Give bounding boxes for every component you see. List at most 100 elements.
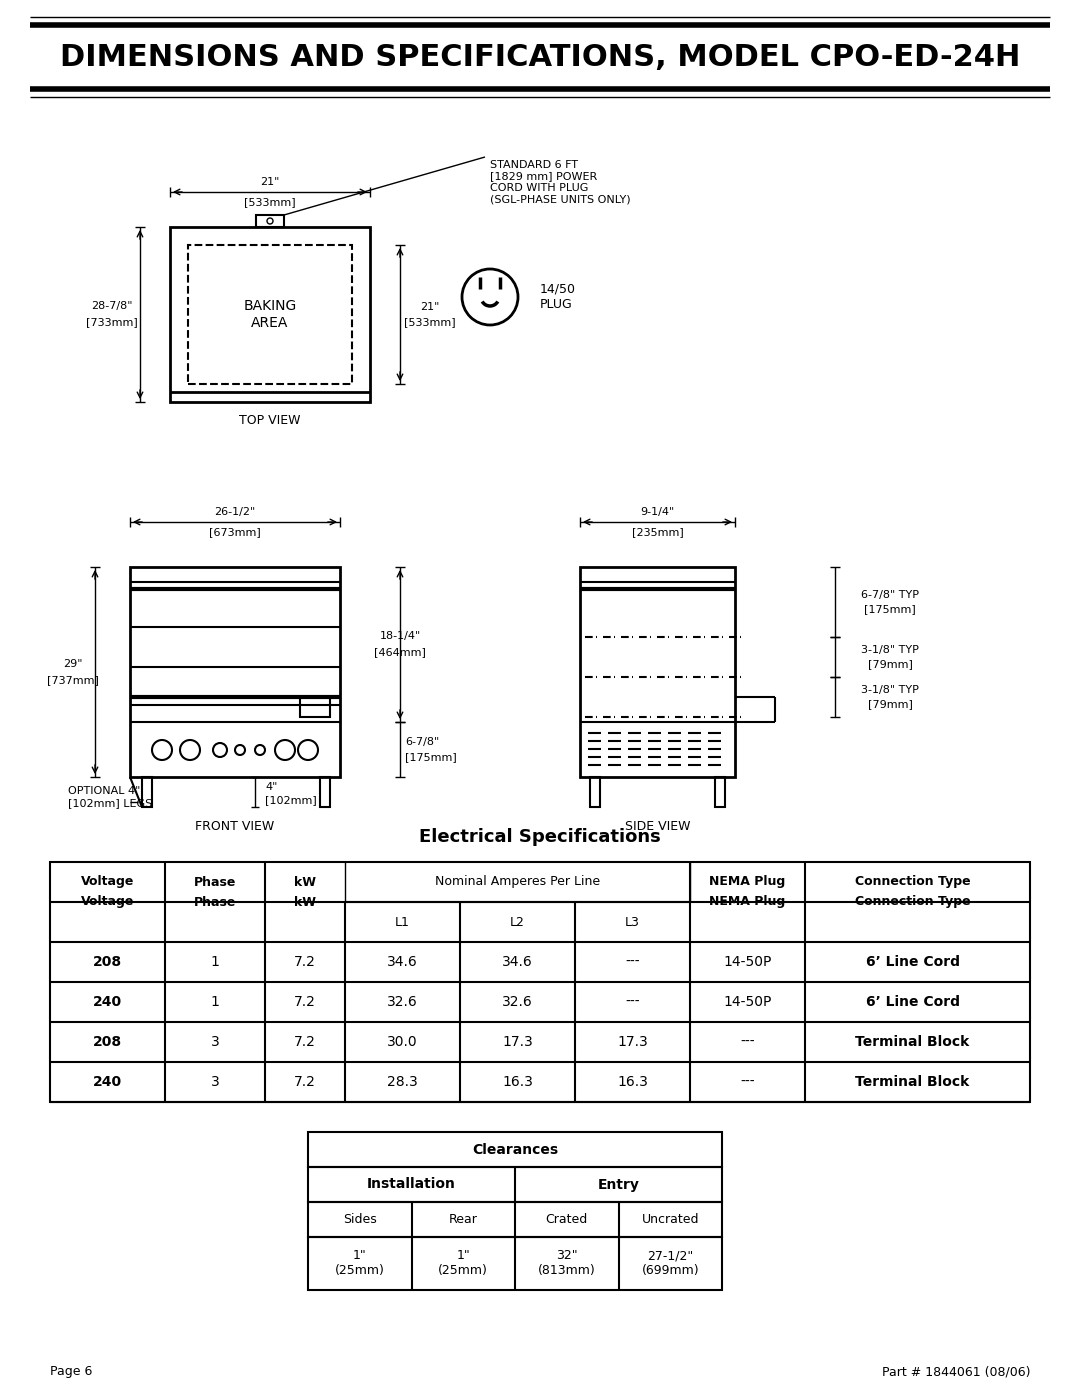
Text: 14-50P: 14-50P <box>724 995 772 1009</box>
Text: L3: L3 <box>625 915 640 929</box>
Text: Uncrated: Uncrated <box>642 1213 699 1227</box>
Text: [79mm]: [79mm] <box>867 698 913 710</box>
Bar <box>308 1132 723 1166</box>
Text: 16.3: 16.3 <box>502 1076 532 1090</box>
Bar <box>300 697 330 717</box>
Text: Entry: Entry <box>597 1178 639 1192</box>
Text: 34.6: 34.6 <box>502 956 532 970</box>
Text: [175mm]: [175mm] <box>864 604 916 615</box>
Bar <box>308 1236 723 1289</box>
Text: Connection Type: Connection Type <box>854 876 970 888</box>
Bar <box>580 567 735 777</box>
Text: L1: L1 <box>395 915 410 929</box>
Text: Sides: Sides <box>342 1213 377 1227</box>
Text: 7.2: 7.2 <box>294 956 316 970</box>
Text: Installation: Installation <box>367 1178 456 1192</box>
Text: NEMA Plug: NEMA Plug <box>710 895 785 908</box>
Text: Part # 1844061 (08/06): Part # 1844061 (08/06) <box>881 1365 1030 1379</box>
Text: FRONT VIEW: FRONT VIEW <box>195 820 274 834</box>
Text: 17.3: 17.3 <box>617 1035 648 1049</box>
Text: [79mm]: [79mm] <box>867 659 913 669</box>
Text: 3-1/8" TYP: 3-1/8" TYP <box>861 645 919 655</box>
Text: 18-1/4": 18-1/4" <box>379 631 420 641</box>
Text: Voltage: Voltage <box>81 876 134 888</box>
Text: 32"
(813mm): 32" (813mm) <box>538 1249 596 1277</box>
Text: 30.0: 30.0 <box>388 1035 418 1049</box>
Text: 3: 3 <box>211 1076 219 1090</box>
Text: 14/50: 14/50 <box>540 282 576 296</box>
Text: 27-1/2"
(699mm): 27-1/2" (699mm) <box>642 1249 699 1277</box>
Text: Rear: Rear <box>449 1213 477 1227</box>
Text: ---: --- <box>625 956 639 970</box>
Text: BAKING
AREA: BAKING AREA <box>243 299 297 330</box>
Text: 7.2: 7.2 <box>294 995 316 1009</box>
Text: 208: 208 <box>93 1035 122 1049</box>
Text: 14-50P: 14-50P <box>724 956 772 970</box>
Text: 34.6: 34.6 <box>387 956 418 970</box>
Text: [533mm]: [533mm] <box>404 317 456 327</box>
Text: Electrical Specifications: Electrical Specifications <box>419 828 661 847</box>
Text: STANDARD 6 FT
[1829 mm] POWER
CORD WITH PLUG
(SGL-PHASE UNITS ONLY): STANDARD 6 FT [1829 mm] POWER CORD WITH … <box>490 159 631 204</box>
Bar <box>590 777 600 807</box>
Text: 16.3: 16.3 <box>617 1076 648 1090</box>
Bar <box>188 244 352 384</box>
Text: 1: 1 <box>211 956 219 970</box>
Circle shape <box>213 743 227 757</box>
Text: ---: --- <box>740 1035 755 1049</box>
Circle shape <box>180 740 200 760</box>
Text: Page 6: Page 6 <box>50 1365 93 1379</box>
Text: NEMA Plug: NEMA Plug <box>710 876 785 888</box>
Circle shape <box>255 745 265 754</box>
Circle shape <box>298 740 318 760</box>
Text: Terminal Block: Terminal Block <box>855 1076 970 1090</box>
Text: 1"
(25mm): 1" (25mm) <box>335 1249 384 1277</box>
Text: [235mm]: [235mm] <box>632 527 684 536</box>
Bar <box>715 777 725 807</box>
Text: OPTIONAL 4"
[102mm] LEGS: OPTIONAL 4" [102mm] LEGS <box>68 787 152 807</box>
Text: [673mm]: [673mm] <box>210 527 261 536</box>
Circle shape <box>152 740 172 760</box>
Text: 208: 208 <box>93 956 122 970</box>
Text: Terminal Block: Terminal Block <box>855 1035 970 1049</box>
Text: 28-7/8": 28-7/8" <box>91 302 133 312</box>
Text: [733mm]: [733mm] <box>86 317 138 327</box>
Text: Connection Type: Connection Type <box>854 895 970 908</box>
Text: PLUG: PLUG <box>540 299 572 312</box>
Circle shape <box>275 740 295 760</box>
Text: [737mm]: [737mm] <box>48 675 99 685</box>
Text: [464mm]: [464mm] <box>374 647 426 658</box>
Text: 6’ Line Cord: 6’ Line Cord <box>865 995 959 1009</box>
Text: L2: L2 <box>510 915 525 929</box>
Text: ---: --- <box>740 1076 755 1090</box>
Text: [175mm]: [175mm] <box>405 753 457 763</box>
Text: 32.6: 32.6 <box>387 995 418 1009</box>
Text: 6’ Line Cord: 6’ Line Cord <box>865 956 959 970</box>
Text: [533mm]: [533mm] <box>244 197 296 207</box>
Text: 4": 4" <box>265 782 278 792</box>
Bar <box>308 1166 723 1201</box>
Text: Nominal Amperes Per Line: Nominal Amperes Per Line <box>435 876 600 888</box>
Text: Phase: Phase <box>193 895 237 908</box>
Text: [102mm]: [102mm] <box>265 795 316 805</box>
Text: 6-7/8": 6-7/8" <box>405 736 440 746</box>
Text: 1"
(25mm): 1" (25mm) <box>438 1249 488 1277</box>
Text: 29": 29" <box>64 659 83 669</box>
Bar <box>130 567 340 777</box>
Text: 7.2: 7.2 <box>294 1076 316 1090</box>
Bar <box>50 862 1030 1102</box>
Text: SIDE VIEW: SIDE VIEW <box>624 820 690 834</box>
Text: DIMENSIONS AND SPECIFICATIONS, MODEL CPO-ED-24H: DIMENSIONS AND SPECIFICATIONS, MODEL CPO… <box>59 42 1021 71</box>
Bar <box>308 1201 723 1236</box>
Text: 1: 1 <box>211 995 219 1009</box>
Text: kW: kW <box>294 876 316 888</box>
Text: 240: 240 <box>93 1076 122 1090</box>
Text: 3: 3 <box>211 1035 219 1049</box>
Text: 32.6: 32.6 <box>502 995 532 1009</box>
Bar <box>256 215 284 226</box>
Circle shape <box>235 745 245 754</box>
Text: 28.3: 28.3 <box>387 1076 418 1090</box>
Text: kW: kW <box>294 895 316 908</box>
Text: 240: 240 <box>93 995 122 1009</box>
Text: 26-1/2": 26-1/2" <box>214 507 256 517</box>
Text: 21": 21" <box>260 177 280 187</box>
